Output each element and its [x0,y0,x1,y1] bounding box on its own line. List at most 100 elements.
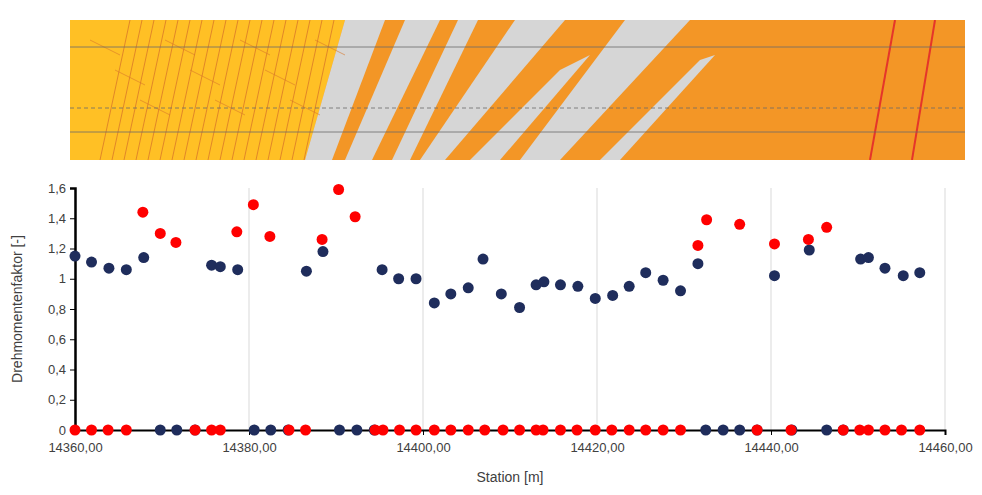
point [590,293,601,304]
y-axis: 00,20,40,60,811,21,41,6 [48,181,76,438]
point [350,211,361,222]
point [411,425,422,436]
point [821,222,832,233]
point [752,425,763,436]
point [658,425,669,436]
y-tick: 0,8 [48,302,75,317]
y-axis-line [70,189,76,431]
point [70,251,81,262]
point [498,425,509,436]
point [769,238,780,249]
crack [124,20,154,160]
point [675,425,686,436]
y-tick-mark [70,188,75,189]
point [700,425,711,436]
point [879,425,890,436]
point [786,425,797,436]
y-tick: 0,4 [48,362,75,377]
x-axis: 14360,0014380,0014400,0014420,0014440,00… [48,430,972,455]
point [103,263,114,274]
crack [112,20,142,160]
x-tick-mark [771,430,772,435]
point [607,290,618,301]
y-tick-label: 1,6 [48,181,66,196]
point [317,246,328,257]
x-tick-label: 14400,00 [396,440,450,455]
point [334,425,345,436]
crack [208,20,238,160]
y-tick: 1,6 [48,181,75,196]
rock-orange [70,20,965,160]
point [590,425,601,436]
grid [75,188,945,430]
point [232,264,243,275]
point [377,425,388,436]
point [283,425,294,436]
point [137,207,148,218]
point [445,425,456,436]
crack [100,20,130,160]
x-tick-label: 14380,00 [222,440,276,455]
x-tick-label: 14460,00 [918,440,972,455]
point [752,425,763,436]
point [914,425,925,436]
point [838,425,849,436]
point [155,228,166,239]
chart: 14360,0014380,0014400,0014420,0014440,00… [0,0,982,495]
y-axis-title: Drehmomentenfaktor [-] [9,235,25,383]
crack [148,20,178,160]
fault [870,20,895,160]
y-tick: 0,2 [48,392,75,407]
point [264,231,275,242]
crack [256,20,286,160]
tunnel-line [70,132,965,133]
crack [160,20,190,160]
y-tick-label: 0,2 [48,392,66,407]
crack [172,20,202,160]
point [231,226,242,237]
point [479,425,490,436]
grid-line [249,188,250,430]
point [215,425,226,436]
point [394,425,405,436]
point [86,257,97,268]
point [734,425,745,436]
point [463,282,474,293]
point [70,425,81,436]
crack [140,100,170,115]
x-tick-label: 14360,00 [48,440,102,455]
y-tick-mark [70,339,75,340]
tunnel-line [70,47,965,48]
y-tick-label: 0 [59,423,66,438]
point [675,285,686,296]
point [215,261,226,272]
point [429,297,440,308]
y-tick-label: 1,2 [48,241,66,256]
tunnel-axis [70,108,965,109]
point [701,214,712,225]
crack [315,40,345,55]
crack [184,20,214,160]
point [248,199,259,210]
y-tick-label: 0,6 [48,332,66,347]
geology-strip [70,20,965,160]
point [171,425,182,436]
x-tick: 14460,00 [918,430,972,455]
point [445,288,456,299]
series [70,184,926,435]
point [121,264,132,275]
grid-line [771,188,772,430]
crack [220,20,250,160]
point [821,425,832,436]
crack [190,70,220,85]
point [411,273,422,284]
point [393,273,404,284]
crack [136,20,166,160]
points [70,184,926,435]
crack [265,70,295,85]
point [103,425,114,436]
point [914,267,925,278]
point [249,425,260,436]
grid-line [597,188,598,430]
x-tick-label: 14420,00 [570,440,624,455]
